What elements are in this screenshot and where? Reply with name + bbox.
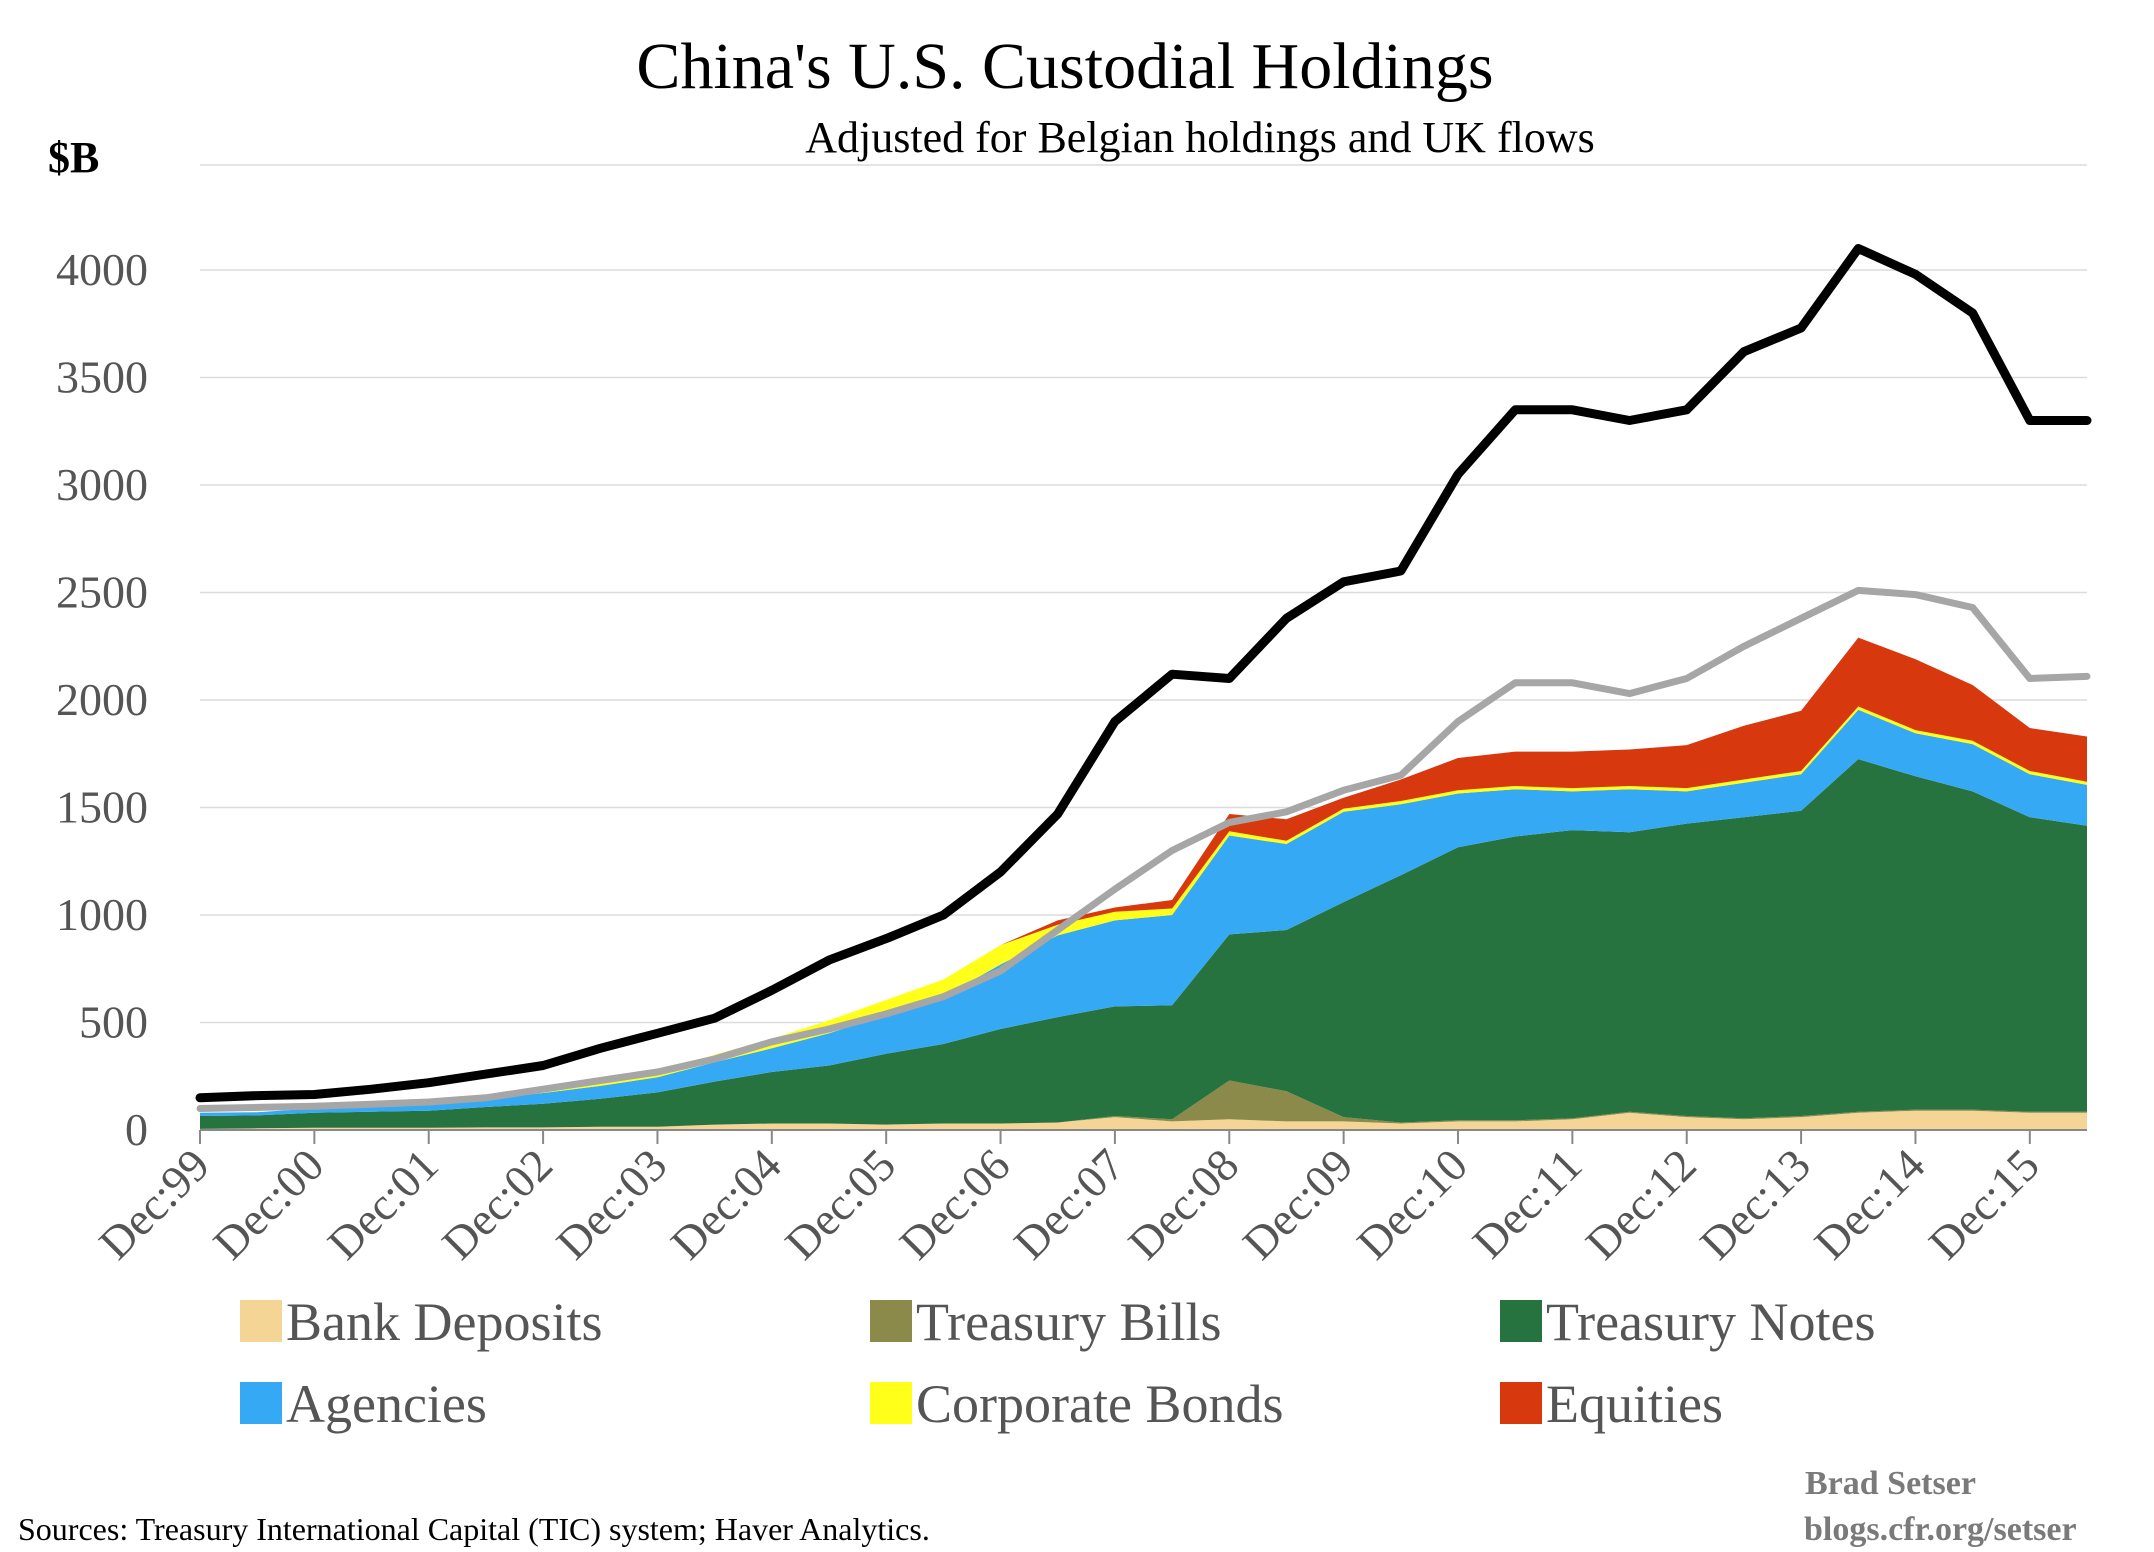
legend-label-bank-deposits: Bank Deposits	[286, 1292, 603, 1352]
legend-swatch-agencies	[240, 1382, 282, 1424]
legend-label-corporate-bonds: Corporate Bonds	[916, 1374, 1283, 1434]
chart-subtitle: Adjusted for Belgian holdings and UK flo…	[805, 113, 1594, 162]
x-tick-label: Dec:99	[89, 1139, 219, 1269]
legend-swatch-bank-deposits	[240, 1300, 282, 1342]
x-tick-label: Dec:03	[547, 1139, 677, 1269]
y-tick-label: 2000	[56, 674, 148, 725]
x-tick-label: Dec:07	[1004, 1139, 1134, 1269]
area-equities	[200, 637, 2087, 1113]
x-axis-ticks: Dec:99Dec:00Dec:01Dec:02Dec:03Dec:04Dec:…	[89, 1130, 2049, 1269]
x-tick-label: Dec:01	[318, 1139, 448, 1269]
y-tick-label: 3500	[56, 352, 148, 403]
legend-label-treasury-bills: Treasury Bills	[916, 1292, 1222, 1352]
area-bank-deposits	[200, 1110, 2087, 1130]
x-tick-label: Dec:06	[890, 1139, 1020, 1269]
x-tick-label: Dec:14	[1805, 1139, 1935, 1269]
area-treasury-bills	[200, 1080, 2087, 1129]
area-agencies	[200, 709, 2087, 1116]
legend-swatch-treasury-bills	[870, 1300, 912, 1342]
y-tick-label: 4000	[56, 244, 148, 295]
credit-url: blogs.cfr.org/setser	[1804, 1511, 2077, 1548]
y-tick-label: 2500	[56, 567, 148, 618]
x-tick-label: Dec:00	[203, 1139, 333, 1269]
gridlines	[200, 164, 2087, 1024]
y-axis-ticks: 0 500 1000 1500 2000 2500 3000 3500 4000	[56, 244, 148, 1155]
line-total-holdings	[195, 244, 2092, 1103]
legend-swatch-corporate-bonds	[870, 1382, 912, 1424]
y-axis-unit-label: $B	[48, 133, 99, 182]
legend: Bank Deposits Treasury Bills Treasury Note…	[240, 1292, 1875, 1434]
legend-swatch-equities	[1500, 1382, 1542, 1424]
x-tick-label: Dec:05	[775, 1139, 905, 1269]
x-tick-label: Dec:12	[1576, 1139, 1706, 1269]
x-tick-label: Dec:02	[432, 1139, 562, 1269]
credit-author: Brad Setser	[1805, 1465, 1976, 1502]
total-lines	[195, 244, 2092, 1112]
legend-label-agencies: Agencies	[286, 1374, 487, 1434]
x-tick-label: Dec:13	[1690, 1139, 1820, 1269]
y-tick-label: 3000	[56, 459, 148, 510]
x-tick-label: Dec:10	[1347, 1139, 1477, 1269]
x-tick-label: Dec:09	[1233, 1139, 1363, 1269]
legend-swatch-treasury-notes	[1500, 1300, 1542, 1342]
area-treasury-notes	[200, 759, 2087, 1129]
y-tick-label: 1500	[56, 782, 148, 833]
stacked-areas	[200, 637, 2087, 1130]
source-note: Sources: Treasury International Capital …	[18, 1511, 930, 1547]
x-tick-label: Dec:08	[1118, 1139, 1248, 1269]
legend-label-equities: Equities	[1546, 1374, 1723, 1434]
line-reported-holdings	[196, 586, 2091, 1112]
x-tick-label: Dec:15	[1919, 1139, 2049, 1269]
y-tick-label: 500	[79, 997, 148, 1048]
chart-title: China's U.S. Custodial Holdings	[636, 30, 1493, 103]
x-tick-label: Dec:04	[661, 1139, 791, 1269]
y-tick-label: 1000	[56, 889, 148, 940]
y-tick-label: 0	[125, 1104, 148, 1155]
x-tick-label: Dec:11	[1463, 1139, 1592, 1268]
legend-label-treasury-notes: Treasury Notes	[1546, 1292, 1875, 1352]
